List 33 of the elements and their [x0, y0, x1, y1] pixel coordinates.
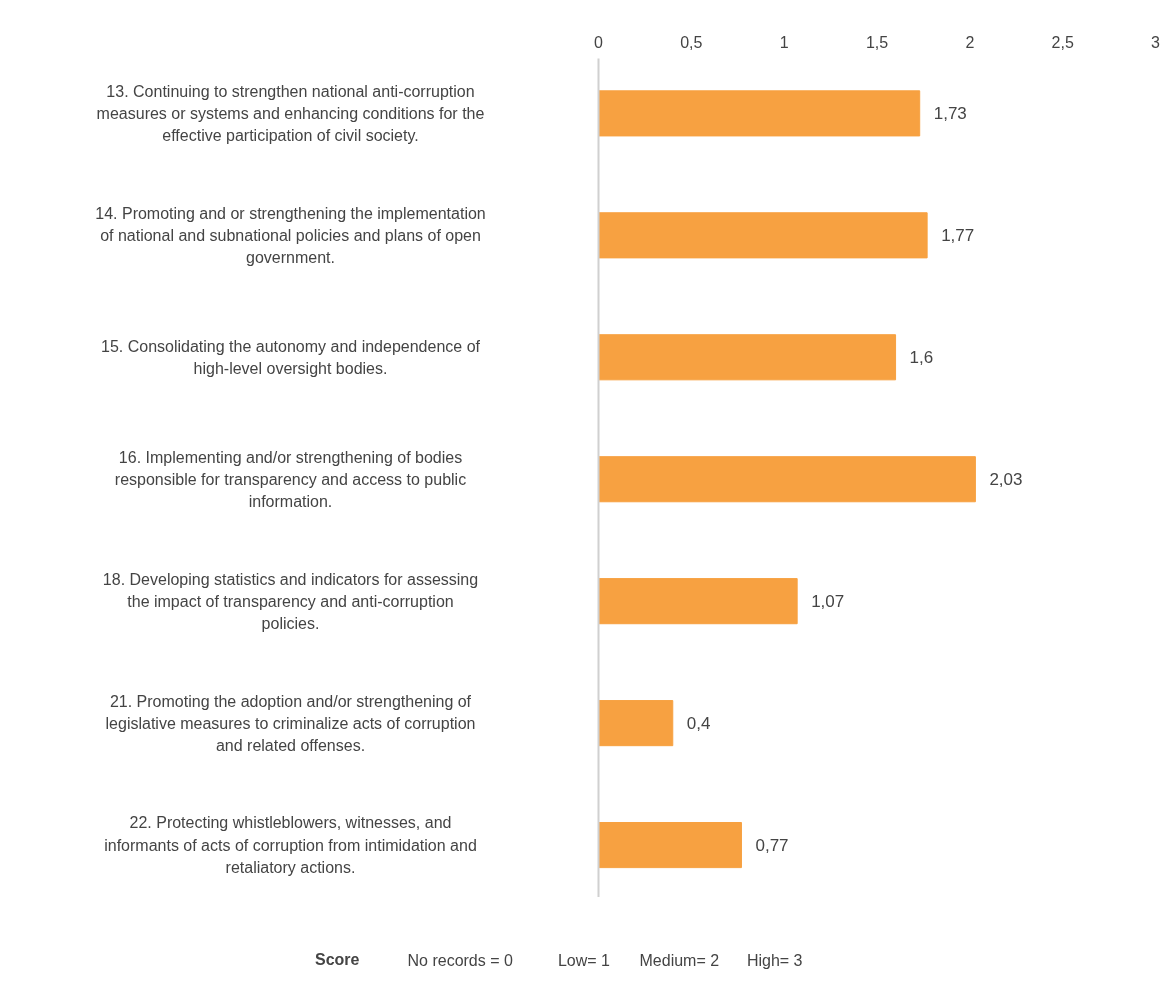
- bar: [598, 334, 897, 381]
- x-tick-label: 2,5: [1051, 33, 1074, 51]
- y-tick-label: 21. Promoting the adoption and/or strengthening of legislative measures to criminalize acts of corruption and related offenses.: [105, 692, 476, 754]
- bar: [598, 822, 742, 869]
- bar: [598, 212, 928, 259]
- text: Score: [315, 951, 360, 969]
- data-label: 1,07: [811, 592, 845, 612]
- text: No records = 0: [407, 952, 513, 969]
- data-label: 1,73: [933, 104, 967, 124]
- bar: [598, 700, 674, 747]
- x-tick-label: 0: [594, 33, 604, 51]
- data-label: 0,77: [755, 836, 789, 856]
- data-label: 2,03: [989, 470, 1023, 490]
- bar: [598, 90, 921, 137]
- y-tick-label: 13. Continuing to strengthen national anti-corruption measures or systems and enhancing conditions for the effective participation of civil society.: [96, 82, 485, 144]
- text: Medium= 2: [639, 952, 720, 969]
- y-tick-label: 18. Developing statistics and indicators for assessing the impact of transparency and anti-corruption policies.: [102, 570, 479, 632]
- bar: [598, 456, 976, 503]
- y-tick-label: 14. Promoting and or strengthening the implementation of national and subnational policies and plans of open government.: [95, 204, 486, 266]
- y-tick-label: 16. Implementing and/or strengthening of bodies responsible for transparency and access to public information.: [114, 448, 467, 510]
- data-label: 1,6: [909, 348, 934, 368]
- bar: [598, 578, 798, 625]
- data-label: 0,4: [686, 714, 711, 734]
- data-label: 1,77: [941, 226, 975, 246]
- y-tick-label: 22. Protecting whistleblowers, witnesses, and informants of acts of corruption from intimidation and retaliatory actions.: [104, 814, 477, 876]
- x-tick-label: 2: [965, 33, 975, 51]
- text: High= 3: [746, 952, 803, 969]
- x-tick-label: 0,5: [680, 33, 703, 51]
- x-tick-label: 1,5: [865, 33, 889, 51]
- x-tick-label: 1: [779, 33, 789, 51]
- y-tick-label: 15. Consolidating the autonomy and independence of high-level oversight bodies.: [101, 337, 481, 377]
- x-tick-label: 3: [1151, 33, 1161, 51]
- text: Low= 1: [557, 952, 611, 969]
